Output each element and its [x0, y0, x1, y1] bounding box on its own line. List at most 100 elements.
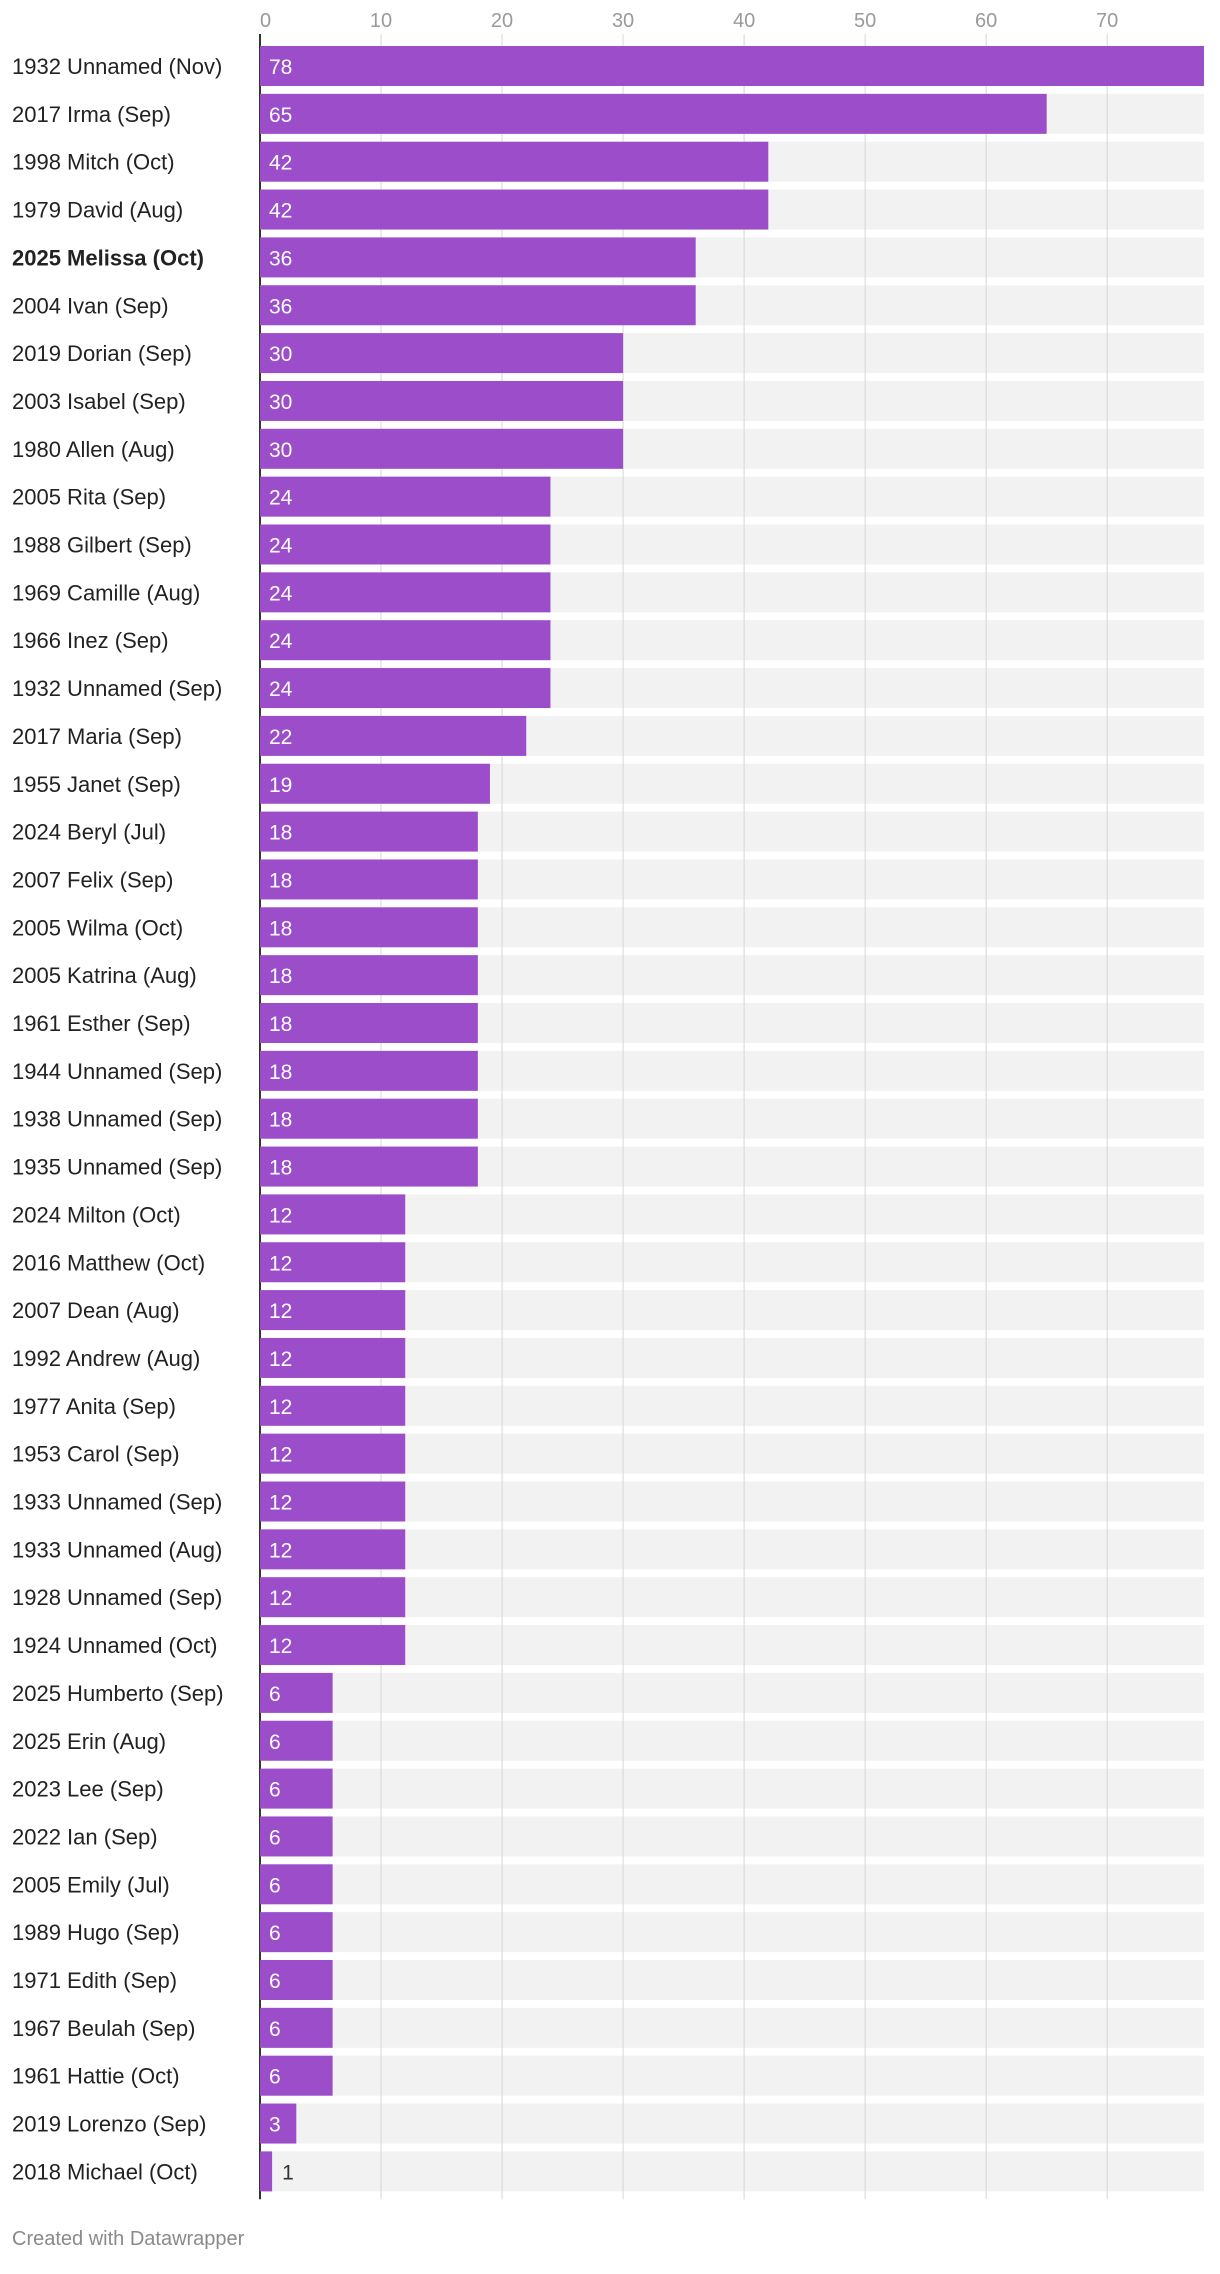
bar — [260, 1912, 333, 1953]
category-label: 1935 Unnamed (Sep) — [12, 1155, 222, 1180]
category-label: 2023 Lee (Sep) — [12, 1777, 164, 1802]
x-tick-label: 30 — [612, 10, 634, 32]
value-label: 6 — [269, 1970, 281, 1993]
value-label: 24 — [269, 487, 293, 510]
bar — [260, 1481, 406, 1522]
footer-credit: Created with Datawrapper — [12, 2228, 245, 2250]
category-label: 1955 Janet (Sep) — [12, 772, 181, 797]
value-label: 18 — [269, 1109, 292, 1132]
bar — [260, 1816, 333, 1857]
bar-track — [260, 1577, 1204, 1618]
bar — [260, 285, 696, 326]
category-label: 1969 Camille (Aug) — [12, 580, 200, 605]
value-label: 18 — [269, 869, 292, 892]
category-label: 2025 Melissa (Oct) — [12, 245, 204, 270]
bar — [260, 428, 624, 469]
bar — [260, 2007, 333, 2048]
bar — [260, 476, 551, 517]
bar-track — [260, 1672, 1204, 1713]
category-label: 1967 Beulah (Sep) — [12, 2016, 195, 2041]
category-label: 1932 Unnamed (Sep) — [12, 676, 222, 701]
bar-track — [260, 1912, 1204, 1953]
category-label: 2005 Emily (Jul) — [12, 1872, 170, 1897]
value-label: 78 — [269, 56, 292, 79]
bar-track — [260, 2151, 1204, 2192]
bar — [260, 1529, 406, 1570]
category-label: 2016 Matthew (Oct) — [12, 1250, 205, 1275]
category-label: 1979 David (Aug) — [12, 198, 183, 223]
value-label: 12 — [269, 1348, 292, 1371]
bar — [260, 380, 624, 421]
bar — [260, 1050, 478, 1091]
value-label: 18 — [269, 917, 292, 940]
category-label: 1928 Unnamed (Sep) — [12, 1585, 222, 1610]
bar — [260, 811, 478, 852]
category-label: 1961 Hattie (Oct) — [12, 2064, 180, 2089]
x-tick-label: 10 — [370, 10, 392, 32]
category-label: 1977 Anita (Sep) — [12, 1394, 176, 1419]
category-label: 1944 Unnamed (Sep) — [12, 1059, 222, 1084]
category-label: 2019 Dorian (Sep) — [12, 341, 192, 366]
bar-track — [260, 1720, 1204, 1761]
category-label: 2018 Michael (Oct) — [12, 2159, 198, 2184]
category-label: 1998 Mitch (Oct) — [12, 150, 175, 175]
x-tick-label: 50 — [854, 10, 876, 32]
value-label: 42 — [269, 200, 292, 223]
bar — [260, 1337, 406, 1378]
value-label: 1 — [282, 2161, 294, 2184]
bar-track — [260, 2007, 1204, 2048]
bar-track — [260, 1864, 1204, 1905]
category-label: 1932 Unnamed (Nov) — [12, 54, 222, 79]
value-label: 12 — [269, 1252, 292, 1275]
bar — [260, 46, 1204, 86]
x-tick-label: 60 — [975, 10, 997, 32]
x-tick-label: 70 — [1096, 10, 1118, 32]
bar — [260, 1194, 406, 1235]
category-label: 1933 Unnamed (Sep) — [12, 1490, 222, 1515]
bar — [260, 1290, 406, 1331]
category-label: 1933 Unnamed (Aug) — [12, 1537, 222, 1562]
bar-track — [260, 1290, 1204, 1331]
category-label: 1980 Allen (Aug) — [12, 437, 175, 462]
bar — [260, 1242, 406, 1283]
bar — [260, 1768, 333, 1809]
value-label: 6 — [269, 1826, 281, 1849]
value-label: 36 — [269, 295, 292, 318]
value-label: 12 — [269, 1492, 292, 1515]
x-tick-label: 0 — [260, 10, 271, 32]
bar — [260, 1577, 406, 1618]
value-labels: 7865424236363030302424242424221918181818… — [269, 56, 294, 2184]
bar-track — [260, 1194, 1204, 1235]
value-label: 18 — [269, 1061, 292, 1084]
bar — [260, 2055, 333, 2096]
value-label: 30 — [269, 391, 292, 414]
value-label: 6 — [269, 1779, 281, 1802]
bar — [260, 1146, 478, 1187]
value-label: 18 — [269, 1013, 292, 1036]
bar-chart: 0 10 20 30 40 50 60 70 1932 Unnamed (Nov) 2017 I… — [12, 10, 1204, 2200]
value-label: 19 — [269, 774, 292, 797]
bar — [260, 2103, 297, 2144]
bar — [260, 763, 490, 804]
value-label: 18 — [269, 1157, 292, 1180]
category-label: 1938 Unnamed (Sep) — [12, 1107, 222, 1132]
category-label: 2007 Dean (Aug) — [12, 1298, 180, 1323]
category-label: 1971 Edith (Sep) — [12, 1968, 177, 1993]
value-label: 30 — [269, 439, 292, 462]
value-label: 12 — [269, 1635, 292, 1658]
bar-track — [260, 1625, 1204, 1666]
value-label: 12 — [269, 1396, 292, 1419]
value-label: 6 — [269, 1731, 281, 1754]
bar-track — [260, 1385, 1204, 1426]
category-labels: 1932 Unnamed (Nov) 2017 Irma (Sep) 1998 Mi… — [12, 54, 224, 2184]
category-label: 2025 Humberto (Sep) — [12, 1681, 224, 1706]
bar — [260, 1960, 333, 2000]
bar — [260, 668, 551, 709]
bar — [260, 859, 478, 900]
category-label: 2017 Irma (Sep) — [12, 102, 171, 127]
value-label: 12 — [269, 1587, 292, 1610]
bar — [260, 1098, 478, 1139]
category-label: 2005 Rita (Sep) — [12, 485, 166, 510]
value-label: 24 — [269, 630, 293, 653]
category-label: 1992 Andrew (Aug) — [12, 1346, 200, 1371]
